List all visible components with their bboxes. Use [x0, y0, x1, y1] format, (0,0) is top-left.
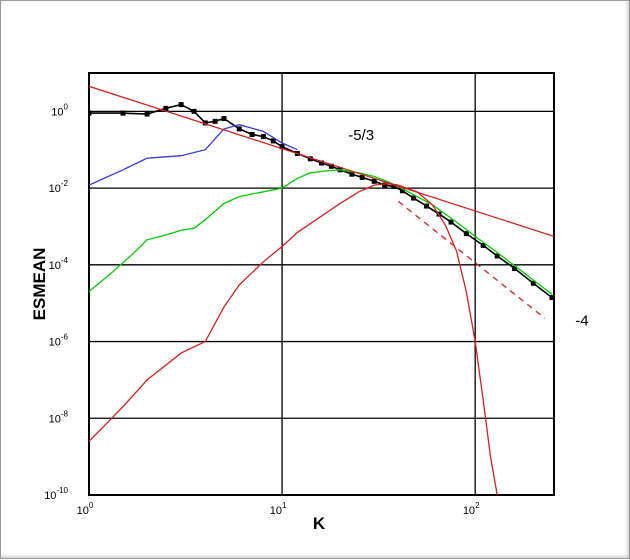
series-0-marker-33 [530, 280, 536, 286]
annotation-0: -5/3 [348, 127, 374, 144]
series-0-marker-34 [549, 295, 554, 301]
series-line-5 [397, 200, 546, 319]
y-tick-label-5: 10-10 [44, 486, 68, 502]
series-0-marker-17 [328, 163, 334, 169]
series-0-marker-23 [391, 184, 397, 190]
series-0-marker-4 [178, 102, 184, 108]
y-axis-label: ESMEAN [30, 248, 49, 321]
series-0-marker-29 [463, 231, 469, 237]
series-0-marker-6 [202, 120, 208, 126]
tick-labels: 100 101 102 100 10-2 10-4 10-6 10-8 10-10 [44, 102, 480, 517]
y-tick-label-0: 100 [51, 102, 68, 118]
series-0-marker-15 [307, 156, 313, 162]
annotations: -5/3 -4 [348, 127, 588, 330]
x-axis-label: K [313, 514, 326, 533]
series-0-marker-11 [260, 134, 266, 140]
y-tick-label-4: 10-8 [49, 409, 69, 425]
annotation-1: -4 [575, 313, 588, 330]
series-0-marker-8 [221, 116, 227, 122]
grid [89, 73, 554, 495]
series-0-marker-30 [480, 242, 486, 248]
series-0-marker-16 [319, 160, 324, 166]
y-tick-label-1: 10-2 [49, 179, 69, 195]
series-0-marker-28 [448, 219, 454, 225]
series-line-2 [89, 169, 553, 295]
x-tick-label-0: 100 [77, 501, 94, 517]
series-0-marker-9 [236, 126, 242, 132]
series-0-marker-25 [411, 195, 417, 201]
series-0-marker-22 [382, 182, 388, 188]
y-tick-label-2: 10-4 [49, 256, 69, 272]
series-group [89, 85, 554, 495]
plot-area [88, 72, 555, 496]
series-0-marker-21 [371, 178, 377, 184]
series-0-marker-31 [494, 253, 500, 259]
x-tick-label-2: 102 [463, 501, 480, 517]
series-line-1 [89, 124, 298, 186]
series-line-4 [89, 85, 554, 238]
series-0-marker-24 [399, 188, 405, 194]
series-0-marker-0 [89, 110, 92, 116]
series-0-marker-5 [191, 108, 197, 114]
series-0-marker-20 [359, 174, 365, 180]
x-tick-label-1: 101 [270, 501, 287, 517]
series-0-marker-3 [163, 105, 169, 111]
series-0-marker-12 [270, 138, 276, 144]
series-0-marker-7 [212, 118, 218, 124]
series-0-marker-1 [120, 110, 126, 116]
series-0-marker-10 [249, 131, 255, 137]
series-line-0 [89, 103, 553, 299]
series-0-marker-32 [512, 266, 518, 272]
series-0-marker-13 [279, 144, 285, 150]
series-0-marker-26 [424, 203, 430, 209]
series-0-marker-2 [144, 111, 150, 117]
series-line-3 [89, 183, 498, 495]
y-tick-label-3: 10-6 [49, 333, 69, 349]
series-0-marker-19 [349, 171, 355, 177]
